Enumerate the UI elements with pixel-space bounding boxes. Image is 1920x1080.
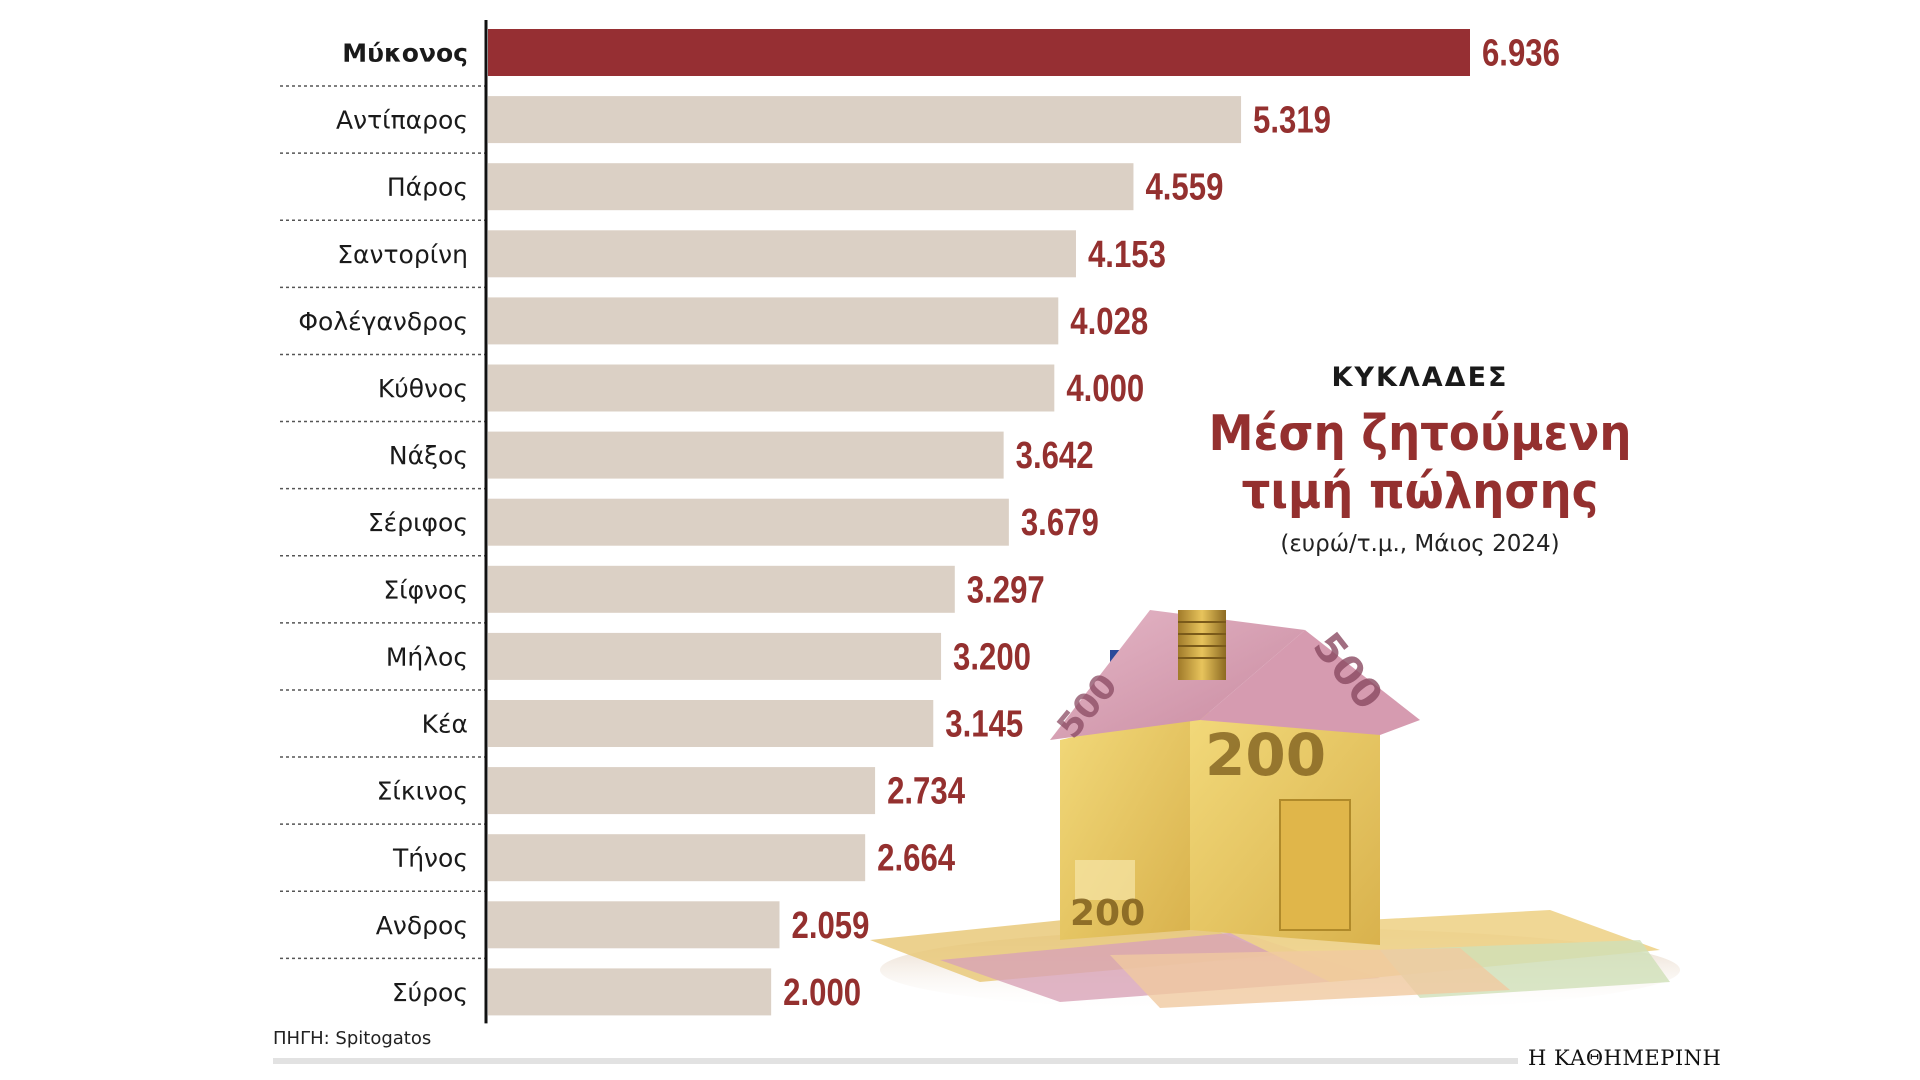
bar bbox=[488, 364, 1055, 412]
chart-subtitle: (ευρώ/τ.μ., Μάιος 2024) bbox=[1280, 531, 1560, 557]
category-label: Φολέγανδρος bbox=[298, 307, 468, 336]
category-label: Μύκονος bbox=[342, 39, 468, 68]
bar bbox=[488, 29, 1470, 76]
bar bbox=[488, 968, 772, 1016]
value-label: 2.664 bbox=[877, 838, 956, 880]
value-label: 3.679 bbox=[1021, 502, 1099, 544]
value-label: 4.559 bbox=[1145, 167, 1223, 209]
svg-text:200: 200 bbox=[1070, 893, 1145, 934]
value-label: 3.642 bbox=[1016, 435, 1094, 477]
value-label: 2.059 bbox=[792, 905, 870, 947]
category-label: Αντίπαρος bbox=[336, 106, 468, 135]
category-label: Ανδρος bbox=[376, 911, 468, 940]
category-label: Σίκινος bbox=[377, 777, 468, 806]
bar bbox=[488, 834, 866, 882]
bar bbox=[488, 700, 934, 747]
value-label: 4.153 bbox=[1088, 234, 1166, 276]
source-note: ΠΗΓΗ: Spitogatos bbox=[273, 1028, 432, 1049]
bar bbox=[488, 297, 1059, 345]
category-label: Μήλος bbox=[386, 642, 468, 671]
chart-title: Μέση ζητούμενη τιμή πώλησης bbox=[1208, 405, 1632, 520]
value-label: 4.028 bbox=[1070, 301, 1148, 343]
category-label: Σέριφος bbox=[368, 508, 468, 537]
category-label: Κέα bbox=[422, 710, 468, 739]
publisher-brand: Η ΚΑΘΗΜΕΡΙΝΗ bbox=[1528, 1046, 1722, 1070]
category-label: Σαντορίνη bbox=[337, 240, 468, 269]
bar bbox=[488, 767, 876, 815]
bar bbox=[488, 96, 1242, 144]
bar bbox=[488, 565, 955, 613]
bar bbox=[488, 498, 1009, 546]
category-label: Σίφνος bbox=[383, 575, 468, 604]
svg-text:200: 200 bbox=[1205, 721, 1326, 789]
value-label: 2.734 bbox=[887, 771, 966, 813]
bar bbox=[488, 632, 942, 680]
value-label: 3.145 bbox=[945, 704, 1023, 746]
value-label: 3.200 bbox=[953, 637, 1031, 679]
category-label: Τήνος bbox=[392, 844, 468, 873]
bar bbox=[488, 901, 780, 949]
category-label: Πάρος bbox=[387, 173, 468, 202]
category-label: Νάξος bbox=[389, 441, 468, 470]
category-label: Κύθνος bbox=[378, 374, 468, 403]
value-label: 6.936 bbox=[1482, 33, 1560, 75]
value-label: 3.297 bbox=[967, 569, 1045, 611]
bar bbox=[488, 230, 1076, 278]
category-label: Σύρος bbox=[392, 978, 468, 1007]
bar bbox=[488, 163, 1134, 211]
bar bbox=[488, 431, 1004, 479]
footer-rule bbox=[273, 1058, 1518, 1064]
value-label: 5.319 bbox=[1253, 100, 1331, 142]
value-label: 4.000 bbox=[1066, 368, 1144, 410]
chart-kicker: ΚΥΚΛΑΔΕΣ bbox=[1331, 362, 1509, 393]
euro-banknote-house-image: 200 200 500 500 bbox=[870, 610, 1680, 1012]
value-label: 2.000 bbox=[783, 972, 861, 1014]
title-block: ΚΥΚΛΑΔΕΣ Μέση ζητούμενη τιμή πώλησης (ευ… bbox=[1180, 362, 1660, 557]
